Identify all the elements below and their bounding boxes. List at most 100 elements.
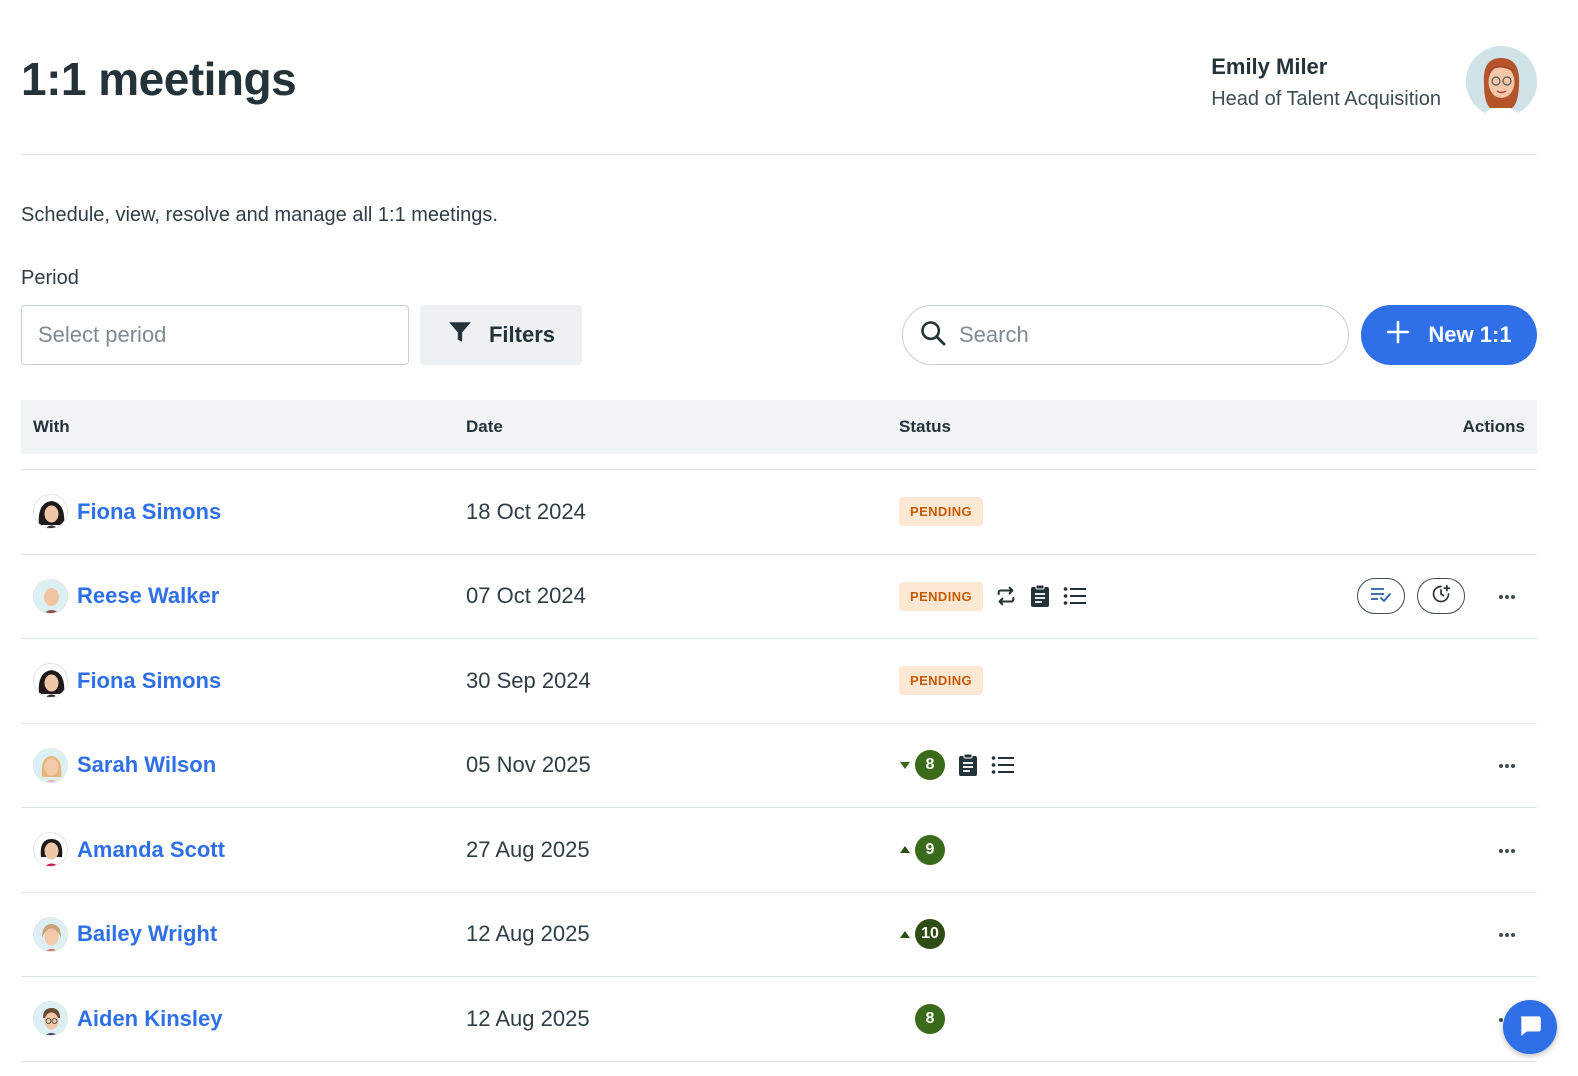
repeat-icon [995,585,1017,607]
search-field[interactable] [902,305,1349,365]
user-role: Head of Talent Acquisition [1211,87,1441,110]
filters-button-label: Filters [488,322,556,347]
score-badge: 10 [915,919,945,950]
table-row[interactable]: Aiden Kinsley 12 Aug 2025 8 [21,977,1537,1062]
clipboard-icon [1029,584,1051,608]
person-name-link[interactable]: Sarah Wilson [77,752,217,778]
person-name-link[interactable]: Fiona Simons [77,667,222,693]
score-indicator: 9 [899,834,945,865]
more-options-button[interactable] [1477,841,1537,859]
avatar [33,747,68,783]
new-meeting-label: New 1:1 [1428,322,1512,347]
filter-icon [447,319,473,351]
date-cell: 12 Aug 2025 [466,1005,590,1031]
user-name: Emily Miler [1211,53,1328,79]
page-description: Schedule, view, resolve and manage all 1… [21,204,498,226]
score-badge: 9 [915,834,945,865]
new-meeting-button[interactable]: New 1:1 [1361,305,1537,365]
with-cell: Sarah Wilson [33,724,216,808]
date-cell: 07 Oct 2024 [466,583,586,609]
more-options-button[interactable] [1477,587,1537,605]
clipboard-icon [957,753,979,777]
resolve-button[interactable] [1357,578,1405,615]
table-row[interactable]: Amanda Scott 27 Aug 2025 9 [21,808,1537,893]
actions-cell [1357,555,1537,639]
column-header-with[interactable]: With [33,417,70,436]
period-select[interactable] [21,305,409,365]
more-icon [1498,925,1516,943]
actions-cell [1477,893,1537,977]
page: 1:1 meetings Emily Miler Head of Talent … [21,0,1537,1062]
trend-up-icon [899,930,911,938]
user-profile[interactable]: Emily Miler Head of Talent Acquisition [1211,46,1537,117]
person-name-link[interactable]: Bailey Wright [77,921,218,947]
reschedule-button[interactable] [1417,578,1465,615]
column-header-date[interactable]: Date [466,417,503,436]
resolve-icon [1370,586,1392,607]
search-input[interactable] [959,322,1319,348]
with-cell: Aiden Kinsley [33,977,222,1061]
status-cell: 10 [899,893,945,977]
status-badge: PENDING [899,497,984,527]
avatar [33,1001,68,1037]
reschedule-icon [1431,584,1451,609]
table-row[interactable]: Sarah Wilson 05 Nov 2025 8 [21,724,1537,808]
date-cell: 27 Aug 2025 [466,836,590,862]
more-options-button[interactable] [1477,925,1537,943]
with-cell: Amanda Scott [33,808,225,892]
period-label: Period [21,267,79,289]
filters-button[interactable]: Filters [420,305,582,365]
avatar [33,832,68,868]
more-icon [1498,587,1516,605]
status-cell: PENDING [899,555,1087,639]
date-cell: 05 Nov 2025 [466,752,591,778]
chat-support-button[interactable] [1503,1000,1557,1054]
with-cell: Reese Walker [33,555,219,639]
actions-cell [1477,808,1537,892]
status-cell: PENDING [899,639,984,723]
table-row[interactable]: Bailey Wright 12 Aug 2025 10 [21,893,1537,977]
user-info: Emily Miler Head of Talent Acquisition [1211,53,1441,111]
plus-icon [1386,320,1410,350]
column-header-actions: Actions [1462,417,1525,436]
status-cell: 8 [899,977,945,1061]
date-cell: 18 Oct 2024 [466,498,586,524]
avatar [33,578,68,614]
status-cell: PENDING [899,470,984,554]
user-avatar[interactable] [1466,46,1537,117]
status-badge: PENDING [899,666,984,696]
person-name-link[interactable]: Aiden Kinsley [77,1005,223,1031]
person-name-link[interactable]: Reese Walker [77,583,220,609]
table-row[interactable]: Fiona Simons 30 Sep 2024 PENDING [21,639,1537,724]
date-cell: 30 Sep 2024 [466,667,591,693]
chat-bubble-icon [1517,1012,1543,1043]
trend-up-icon [899,846,911,854]
date-cell: 12 Aug 2025 [466,921,590,947]
avatar [33,663,68,699]
table-header: With Date Status Actions [21,400,1537,454]
table-row[interactable]: Reese Walker 07 Oct 2024 PENDING [21,555,1537,639]
with-cell: Fiona Simons [33,470,221,554]
person-name-link[interactable]: Fiona Simons [77,498,222,524]
more-icon [1498,756,1516,774]
table-divider [21,469,1537,470]
list-icon [1063,585,1087,607]
avatar [33,916,68,952]
page-header: 1:1 meetings Emily Miler Head of Talent … [21,0,1537,155]
score-indicator: 8 [899,1003,945,1034]
with-cell: Fiona Simons [33,639,221,723]
table-row[interactable]: Fiona Simons 18 Oct 2024 PENDING [21,470,1537,555]
status-cell: 9 [899,808,945,892]
avatar [33,494,68,530]
actions-cell [1477,724,1537,808]
status-badge: PENDING [899,581,984,611]
person-name-link[interactable]: Amanda Scott [77,836,225,862]
more-icon [1498,841,1516,859]
list-icon [991,754,1015,776]
status-cell: 8 [899,724,1015,808]
column-header-status[interactable]: Status [899,417,951,436]
more-options-button[interactable] [1477,756,1537,774]
score-indicator: 10 [899,919,945,950]
with-cell: Bailey Wright [33,893,217,977]
search-icon [919,319,947,352]
